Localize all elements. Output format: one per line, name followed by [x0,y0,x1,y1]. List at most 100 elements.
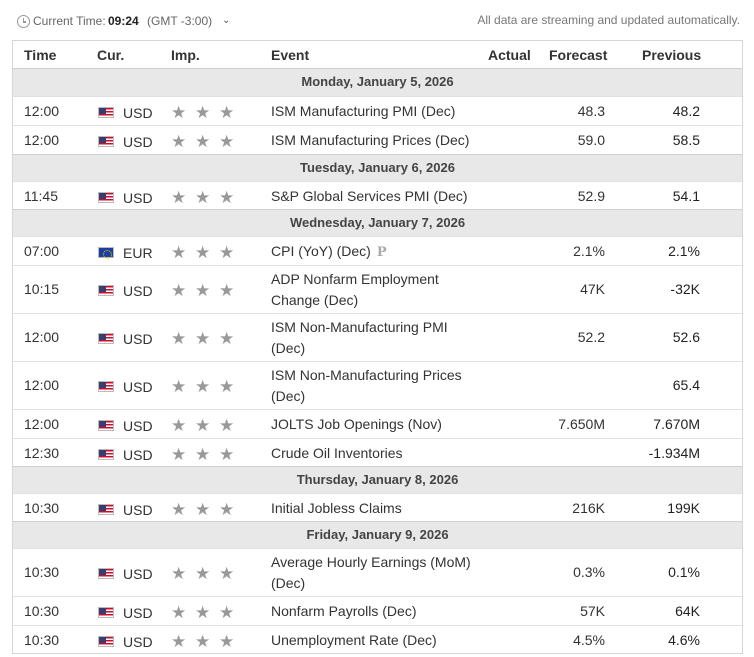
us-flag-icon [98,107,114,118]
day-header-row: Wednesday, January 7, 2026 [13,209,742,236]
event-name-link[interactable]: Crude Oil Inventories [271,443,481,464]
column-header-event[interactable]: Event [271,47,310,63]
column-header-importance[interactable]: Imp. [171,47,200,63]
event-previous: 48.2 [672,103,700,119]
event-time: 10:30 [24,500,60,516]
table-row[interactable]: 11:45 USD ★ ★ ★ S&P Global Services PMI (Dec)… [13,181,742,209]
importance-stars: ★ ★ ★ [171,416,243,435]
event-previous: -32K [670,281,700,297]
event-name-text: CPI (YoY) (Dec) [271,243,371,259]
event-time: 12:00 [24,329,60,345]
event-time: 12:30 [24,445,60,461]
event-previous: 0.1% [668,564,700,580]
table-row[interactable]: 10:30 USD ★ ★ ★ Initial Jobless Claims 216K 199… [13,493,742,521]
star-icon: ★ [219,188,235,207]
event-name-link[interactable]: ISM Manufacturing PMI (Dec) [271,101,481,122]
event-currency: USD [123,502,153,518]
event-time: 12:00 [24,416,60,432]
event-previous: 199K [667,500,700,516]
event-previous: 52.6 [672,329,700,345]
event-forecast: 2.1% [573,243,605,259]
calendar-topbar: Current Time: 09:24 (GMT -3:00) ⌄ All da… [0,0,754,40]
column-header-forecast[interactable]: Forecast [549,47,608,63]
event-currency: USD [123,379,153,395]
event-name-link[interactable]: CPI (YoY) (Dec) P [271,241,481,263]
economic-calendar-table: Time Cur. Imp. Event Actual Forecast Pre… [12,40,743,654]
star-icon: ★ [171,243,187,262]
column-header-currency[interactable]: Cur. [97,47,125,63]
event-previous: 2.1% [668,243,700,259]
event-name-text: ISM Manufacturing Prices (Dec) [271,132,470,148]
star-icon: ★ [219,603,235,622]
star-icon: ★ [219,416,235,435]
star-icon: ★ [219,445,235,464]
column-header-previous[interactable]: Previous [642,47,702,63]
star-icon: ★ [195,445,211,464]
star-icon: ★ [219,564,235,583]
star-icon: ★ [171,103,187,122]
table-row[interactable]: 07:00 EUR ★ ★ ★ CPI (YoY) (Dec) P 2.1% 2.1% [13,236,742,265]
preliminary-badge-icon: P [376,245,387,260]
chevron-down-icon[interactable]: ⌄ [222,15,231,26]
event-name-link[interactable]: ISM Non-Manufacturing PMI (Dec) [271,317,481,359]
event-time: 12:00 [24,132,60,148]
column-header-actual[interactable]: Actual [488,47,531,63]
event-currency: USD [123,605,153,621]
table-row[interactable]: 12:00 USD ★ ★ ★ JOLTS Job Openings (Nov) 7.650… [13,409,742,438]
star-icon: ★ [219,243,235,262]
current-time-label: Current Time: [33,14,106,28]
star-icon: ★ [195,416,211,435]
star-icon: ★ [195,243,211,262]
importance-stars: ★ ★ ★ [171,564,243,583]
us-flag-icon [98,568,114,579]
event-forecast: 216K [572,500,605,516]
event-name-text: Nonfarm Payrolls (Dec) [271,603,417,619]
event-name-link[interactable]: ISM Manufacturing Prices (Dec) [271,130,481,151]
event-name-link[interactable]: JOLTS Job Openings (Nov) [271,414,481,435]
event-name-link[interactable]: Nonfarm Payrolls (Dec) [271,601,481,622]
event-name-link[interactable]: ISM Non-Manufacturing Prices (Dec) [271,365,481,407]
table-row[interactable]: 10:30 USD ★ ★ ★ Nonfarm Payrolls (Dec) 57K 64K [13,596,742,625]
us-flag-icon [98,381,114,392]
timezone-selector[interactable]: (GMT -3:00) [147,14,213,28]
star-icon: ★ [219,132,235,151]
event-name-link[interactable]: Initial Jobless Claims [271,498,481,519]
event-name-text: JOLTS Job Openings (Nov) [271,416,442,432]
day-header-row: Friday, January 9, 2026 [13,521,742,548]
event-forecast: 47K [580,281,605,297]
star-icon: ★ [171,188,187,207]
us-flag-icon [98,333,114,344]
us-flag-icon [98,420,114,431]
column-header-time[interactable]: Time [24,47,57,63]
star-icon: ★ [219,500,235,519]
event-time: 07:00 [24,243,60,259]
importance-stars: ★ ★ ★ [171,330,243,347]
event-name-link[interactable]: Unemployment Rate (Dec) [271,630,481,651]
table-row[interactable]: 12:00 USD ★ ★ ★ ISM Manufacturing Prices (Dec… [13,125,742,154]
us-flag-icon [98,285,114,296]
event-currency: USD [123,283,153,299]
event-name-link[interactable]: ADP Nonfarm Employment Change (Dec) [271,269,481,311]
importance-stars: ★ ★ ★ [171,603,243,622]
event-forecast: 52.9 [577,188,605,204]
star-icon: ★ [195,188,211,207]
event-name-link[interactable]: Average Hourly Earnings (MoM) (Dec) [271,552,481,594]
current-time-value: 09:24 [108,14,139,28]
event-previous: 54.1 [672,188,700,204]
star-icon: ★ [219,632,235,651]
table-row[interactable]: 12:00 USD ★ ★ ★ ISM Non-Manufacturing PMI (De… [13,313,742,361]
day-header-row: Thursday, January 8, 2026 [13,466,742,493]
event-forecast: 48.3 [577,103,605,119]
table-row[interactable]: 12:00 USD ★ ★ ★ ISM Non-Manufacturing Prices … [13,361,742,409]
importance-stars: ★ ★ ★ [171,378,243,395]
table-row[interactable]: 12:30 USD ★ ★ ★ Crude Oil Inventories -1.934M [13,438,742,466]
importance-stars: ★ ★ ★ [171,103,243,122]
event-name-text: Initial Jobless Claims [271,500,402,516]
table-row[interactable]: 10:30 USD ★ ★ ★ Average Hourly Earnings (MoM)… [13,548,742,596]
table-row[interactable]: 10:30 USD ★ ★ ★ Unemployment Rate (Dec) 4.5% 4.… [13,625,742,653]
event-name-link[interactable]: S&P Global Services PMI (Dec) [271,186,481,207]
event-forecast: 57K [580,603,605,619]
importance-stars: ★ ★ ★ [171,243,243,262]
table-row[interactable]: 12:00 USD ★ ★ ★ ISM Manufacturing PMI (Dec) 48… [13,96,742,125]
table-row[interactable]: 10:15 USD ★ ★ ★ ADP Nonfarm Employment Change… [13,265,742,313]
